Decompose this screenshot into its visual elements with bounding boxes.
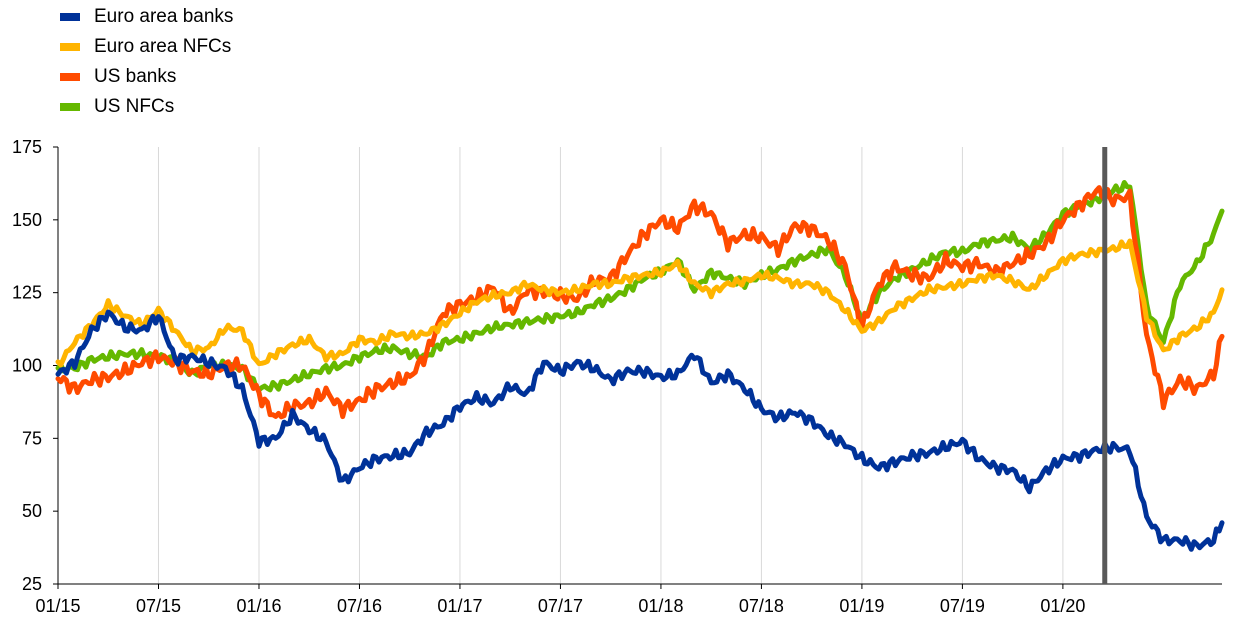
x-tick-label: 01/18 xyxy=(638,596,683,616)
x-tick-label: 01/15 xyxy=(35,596,80,616)
legend-label-euro-area-banks: Euro area banks xyxy=(94,6,234,27)
legend-item-us-banks: US banks xyxy=(60,62,233,92)
x-tick-label: 01/17 xyxy=(437,596,482,616)
y-tick-label: 25 xyxy=(22,574,42,594)
y-tick-label: 125 xyxy=(12,283,42,303)
legend-item-euro-area-nfcs: Euro area NFCs xyxy=(60,32,233,62)
legend-swatch-euro-area-nfcs xyxy=(60,43,80,51)
y-tick-label: 75 xyxy=(22,428,42,448)
x-tick-label: 01/19 xyxy=(839,596,884,616)
x-tick-label: 07/15 xyxy=(136,596,181,616)
series-line-us-nfcs xyxy=(55,180,1225,393)
x-tick-label: 01/20 xyxy=(1040,596,1085,616)
legend-item-euro-area-banks: Euro area banks xyxy=(60,2,233,32)
legend-swatch-us-banks xyxy=(60,73,80,81)
legend-item-us-nfcs: US NFCs xyxy=(60,92,233,122)
legend-label-us-banks: US banks xyxy=(94,66,177,87)
y-tick-label: 50 xyxy=(22,501,42,521)
x-tick-label: 07/16 xyxy=(337,596,382,616)
series-line-euro-area-banks xyxy=(55,309,1225,552)
legend-label-euro-area-nfcs: Euro area NFCs xyxy=(94,36,232,57)
legend-swatch-us-nfcs xyxy=(60,103,80,111)
legend-swatch-euro-area-banks xyxy=(60,13,80,21)
y-tick-label: 175 xyxy=(12,137,42,157)
x-tick-label: 01/16 xyxy=(236,596,281,616)
x-tick-label: 07/18 xyxy=(739,596,784,616)
y-tick-label: 150 xyxy=(12,210,42,230)
legend: Euro area banks Euro area NFCs US banks … xyxy=(60,2,233,122)
y-tick-label: 100 xyxy=(12,356,42,376)
series-line-euro-area-nfcs xyxy=(55,238,1225,368)
legend-label-us-nfcs: US NFCs xyxy=(94,96,175,117)
series-line-us-banks xyxy=(55,185,1225,420)
x-tick-label: 07/19 xyxy=(940,596,985,616)
x-tick-label: 07/17 xyxy=(538,596,583,616)
